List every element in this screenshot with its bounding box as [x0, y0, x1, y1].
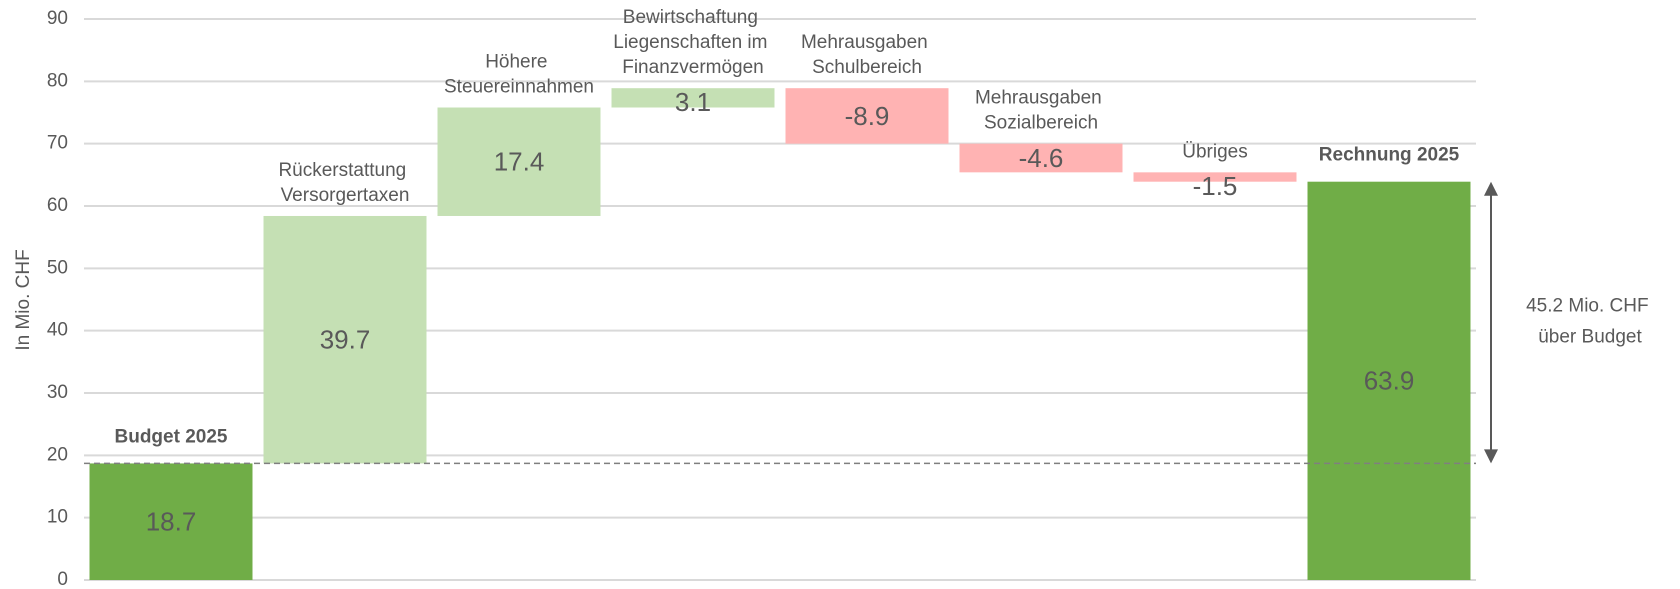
value-label: 18.7 [146, 507, 197, 537]
bar [785, 88, 949, 144]
bar [959, 143, 1123, 173]
y-tick-label: 60 [47, 195, 68, 216]
category-label: Übriges [1182, 141, 1247, 162]
category-label: Rechnung 2025 [1319, 145, 1460, 166]
category-label: Rückerstattung Versorgertaxen [278, 160, 411, 206]
value-label: 63.9 [1364, 366, 1415, 396]
y-axis-label: In Mio. CHF [13, 249, 34, 350]
category-label: Mehrausgaben Sozialbereich [975, 88, 1107, 134]
category-label: Mehrausgaben Schulbereich [801, 32, 933, 78]
bar [611, 88, 775, 108]
value-label: 17.4 [494, 147, 545, 177]
category-label: Bewirtschaftung Liegenschaften im Finanz… [613, 7, 773, 78]
y-tick-label: 20 [47, 444, 68, 465]
bar [89, 463, 253, 580]
y-tick-label: 30 [47, 382, 68, 403]
bar [1133, 172, 1297, 182]
value-label: -1.5 [1193, 171, 1238, 201]
arrow-head [1484, 449, 1498, 464]
category-label: Höhere Steuereinnahmen [444, 52, 594, 98]
y-tick-label: 40 [47, 320, 68, 341]
value-label: -8.9 [845, 101, 890, 131]
category-label: Budget 2025 [115, 426, 228, 447]
y-tick-label: 90 [47, 8, 68, 29]
arrow-head [1484, 181, 1498, 196]
y-tick-label: 80 [47, 70, 68, 91]
value-label: -4.6 [1019, 143, 1064, 173]
bar [263, 215, 427, 464]
y-tick-label: 70 [47, 133, 68, 154]
value-label: 3.1 [675, 87, 711, 117]
y-tick-label: 10 [47, 507, 68, 528]
bar [1307, 181, 1471, 580]
y-tick-label: 50 [47, 257, 68, 278]
value-label: 39.7 [320, 325, 371, 355]
annotation: 45.2 Mio. CHF über Budget [1526, 296, 1654, 348]
y-tick-label: 0 [57, 569, 68, 589]
bar [437, 107, 601, 216]
